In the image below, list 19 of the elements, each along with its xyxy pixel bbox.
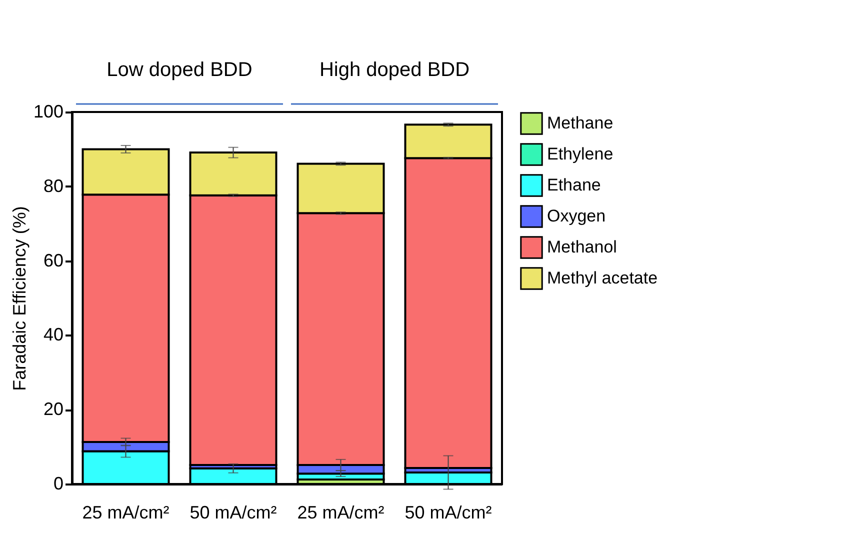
text: High doped BDD <box>319 59 470 81</box>
text: Low doped BDD <box>106 59 252 81</box>
legend-label: Ethane <box>547 176 601 194</box>
y-tick-label: 40 <box>43 324 64 345</box>
x-tick-label: 50 mA/cm² <box>190 502 277 522</box>
x-tick-label: 25 mA/cm² <box>82 502 170 522</box>
y-tick-label: 60 <box>43 250 64 270</box>
legend-label: Methanol <box>547 238 617 256</box>
y-tick-label: 100 <box>33 102 64 122</box>
y-axis-title: Faradaic Efficiency (%) <box>9 206 30 391</box>
x-tick-label: 50 mA/cm² <box>404 502 492 522</box>
y-tick-label: 20 <box>43 399 64 420</box>
legend-label: Methyl acetate <box>547 268 658 288</box>
legend-label: Ethylene <box>547 144 614 164</box>
legend-label: Oxygen <box>547 206 606 226</box>
x-tick-label: 25 mA/cm² <box>297 502 384 522</box>
legend-label: Methane <box>547 114 614 132</box>
y-tick-label: 0 <box>53 474 64 494</box>
y-tick-label: 80 <box>43 176 64 196</box>
